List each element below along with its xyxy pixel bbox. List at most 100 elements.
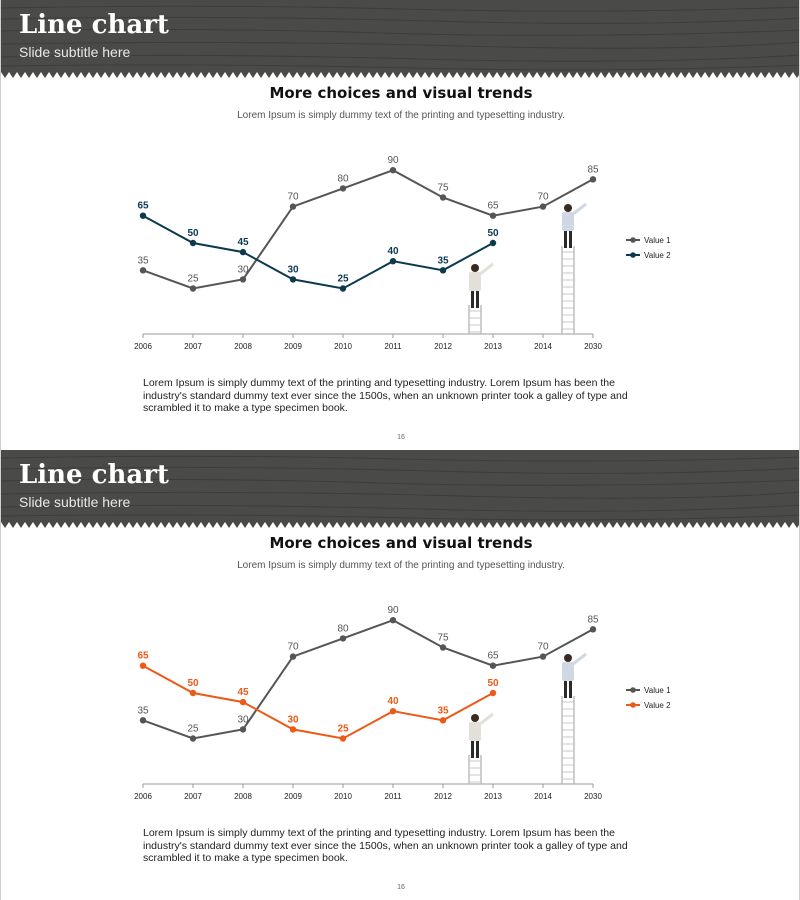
section-heading: More choices and visual trends — [269, 84, 533, 102]
data-label: 35 — [137, 255, 149, 266]
person-head — [564, 654, 572, 662]
x-tick-label: 2012 — [434, 342, 452, 351]
data-label: 85 — [587, 164, 599, 175]
data-label: 25 — [187, 724, 199, 735]
x-tick-label: 2011 — [384, 342, 402, 351]
slide-subtitle: Slide subtitle here — [19, 44, 131, 60]
data-label: 80 — [337, 173, 349, 184]
ladder-tall — [561, 696, 575, 784]
data-point — [339, 285, 347, 292]
wood-grain — [1, 455, 799, 521]
ladder-small — [468, 755, 482, 784]
data-label: 70 — [287, 192, 299, 203]
wood-banner — [1, 0, 799, 78]
data-label: 50 — [487, 678, 499, 689]
data-point — [189, 285, 197, 292]
person-leg — [569, 230, 572, 248]
data-label: 35 — [437, 255, 449, 266]
data-label: 75 — [437, 633, 449, 644]
x-tick-label: 2011 — [384, 792, 402, 801]
line-chart: 2006 2007 2008 2009 2010 2011 2012 2013 2014 2030… — [134, 605, 671, 801]
data-point — [189, 239, 197, 247]
data-label: 30 — [287, 264, 299, 275]
data-label: 25 — [337, 274, 349, 285]
person-leg — [564, 230, 567, 248]
data-point — [139, 717, 147, 724]
data-label: 65 — [487, 651, 499, 662]
data-label: 50 — [187, 678, 199, 689]
data-point — [439, 717, 447, 724]
x-tick-label: 2012 — [434, 792, 452, 801]
data-label: 30 — [237, 714, 249, 725]
person-man — [562, 652, 587, 698]
data-label: 30 — [287, 714, 299, 725]
slide-title: Line chart — [19, 460, 169, 490]
series-line-1 — [142, 169, 594, 290]
x-tick-label: 2007 — [184, 342, 202, 351]
data-label: 80 — [337, 623, 349, 634]
data-point — [139, 267, 147, 274]
person-torso — [469, 272, 481, 291]
person-torso — [562, 212, 574, 231]
ladder-small — [468, 305, 482, 334]
line-chart: 2006 2007 2008 2009 2010 2011 2012 2013 2014 2030… — [134, 155, 671, 351]
person-torso — [469, 722, 481, 741]
data-label: 90 — [387, 605, 399, 616]
data-point — [339, 185, 347, 192]
data-point — [389, 167, 397, 174]
data-label: 25 — [337, 724, 349, 735]
data-point — [189, 689, 197, 697]
data-label: 85 — [587, 614, 599, 625]
x-tick-label: 2009 — [284, 342, 302, 351]
x-tick-label: 2030 — [584, 792, 602, 801]
x-tick-label: 2030 — [584, 342, 602, 351]
legend-label: Value 1 — [644, 686, 671, 695]
data-label: 70 — [537, 192, 549, 203]
person-arm — [572, 202, 587, 216]
person-head — [471, 264, 479, 272]
data-point — [239, 698, 247, 706]
data-point — [389, 617, 397, 624]
slide-title: Line chart — [19, 10, 169, 40]
person-woman — [469, 712, 494, 758]
person-arm — [572, 652, 587, 666]
data-point — [589, 626, 597, 633]
slide-subtitle: Slide subtitle here — [19, 494, 131, 510]
person-leg — [471, 740, 474, 758]
page-number: 16 — [397, 884, 405, 891]
person-leg — [564, 680, 567, 698]
data-point — [389, 708, 397, 715]
person-leg — [476, 290, 479, 308]
body-text: Lorem Ipsum is simply dummy text of the … — [143, 827, 628, 864]
ladder-tall — [561, 246, 575, 334]
data-label: 30 — [237, 264, 249, 275]
x-tick-label: 2008 — [234, 342, 252, 351]
data-point — [239, 276, 247, 283]
person-leg — [569, 680, 572, 698]
data-point — [539, 653, 547, 660]
x-tick-label: 2014 — [534, 342, 552, 351]
zigzag-edge — [1, 522, 799, 528]
lead-text: Lorem Ipsum is simply dummy text of the … — [237, 560, 565, 571]
slide-2: Line chart Slide subtitle here More choi… — [0, 450, 800, 900]
series-line-1 — [142, 619, 594, 740]
data-point — [289, 653, 297, 660]
data-point — [289, 203, 297, 210]
x-tick-label: 2014 — [534, 792, 552, 801]
x-tick-label: 2006 — [134, 792, 152, 801]
section-heading: More choices and visual trends — [269, 534, 533, 552]
legend-marker — [630, 687, 636, 693]
data-label: 65 — [487, 201, 499, 212]
data-point — [289, 726, 297, 733]
person-leg — [476, 740, 479, 758]
person-woman — [469, 262, 494, 308]
data-point — [589, 176, 597, 183]
data-label: 45 — [237, 237, 249, 248]
data-point — [439, 267, 447, 274]
data-point — [339, 735, 347, 742]
data-label: 65 — [137, 201, 149, 212]
x-tick-label: 2010 — [334, 342, 352, 351]
data-point — [439, 644, 447, 651]
data-label: 40 — [387, 246, 399, 257]
series-line-2 — [142, 664, 494, 740]
